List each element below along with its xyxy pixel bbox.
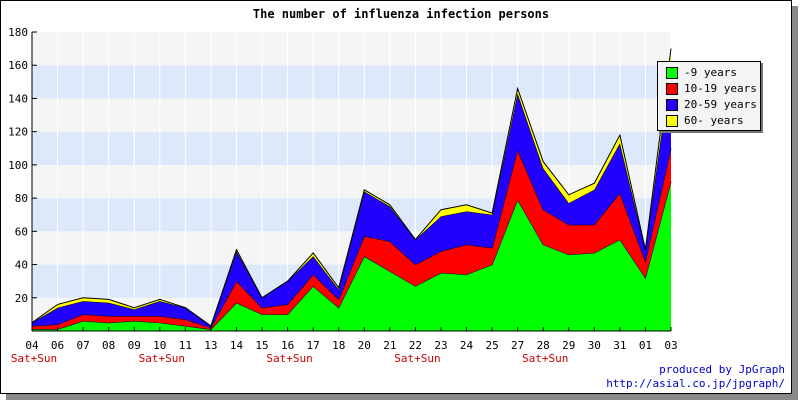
legend-item: 60- years — [666, 114, 744, 128]
grid-band — [32, 65, 671, 99]
x-tick-label: 22 — [409, 339, 422, 352]
legend-swatch — [666, 67, 678, 79]
credit: produced by JpGraph http://asial.co.jp/j… — [606, 363, 785, 391]
legend-label: 10-19 years — [684, 82, 757, 95]
x-tick-label: 17 — [307, 339, 320, 352]
x-tick-label: 31 — [613, 339, 626, 352]
legend-swatch — [666, 83, 678, 95]
y-tick-label: 160 — [8, 59, 28, 72]
x-tick-label: 16 — [281, 339, 294, 352]
x-tick-label: 08 — [102, 339, 115, 352]
weekend-label: Sat+Sun — [139, 352, 185, 365]
area-series-3 — [32, 65, 671, 328]
x-tick-label: 13 — [204, 339, 217, 352]
legend-label: 20-59 years — [684, 98, 757, 111]
legend-item: 20-59 years — [666, 98, 757, 112]
legend-label: -9 years — [684, 66, 737, 79]
x-tick-label: 30 — [588, 339, 601, 352]
x-tick-label: 06 — [51, 339, 64, 352]
legend-swatch — [666, 99, 678, 111]
weekend-label: Sat+Sun — [522, 352, 568, 365]
y-tick-label: 40 — [15, 259, 28, 272]
y-tick-label: 120 — [8, 126, 28, 139]
y-tick-label: 100 — [8, 159, 28, 172]
y-tick-label: 180 — [8, 26, 28, 39]
x-tick-label: 25 — [485, 339, 498, 352]
legend-item: -9 years — [666, 66, 737, 80]
x-tick-label: 23 — [434, 339, 447, 352]
weekend-label: Sat+Sun — [266, 352, 312, 365]
legend: -9 years 10-19 years 20-59 years 60- years — [657, 61, 761, 131]
grid-band — [32, 32, 671, 66]
area-chart: The number of influenza infection person… — [8, 7, 678, 365]
y-tick-label: 60 — [15, 225, 28, 238]
y-tick-label: 80 — [15, 192, 28, 205]
x-tick-label: 03 — [664, 339, 677, 352]
x-tick-label: 04 — [25, 339, 39, 352]
area-series-4-outline — [31, 48, 672, 327]
legend-label: 60- years — [684, 114, 744, 127]
x-tick-label: 29 — [562, 339, 575, 352]
x-tick-label: 24 — [460, 339, 474, 352]
x-tick-label: 14 — [230, 339, 244, 352]
credit-line-2: http://asial.co.jp/jpgraph/ — [606, 377, 785, 390]
chart-title: The number of influenza infection person… — [253, 7, 549, 21]
legend-swatch — [666, 115, 678, 127]
x-tick-label: 20 — [358, 339, 371, 352]
x-tick-label: 09 — [128, 339, 141, 352]
credit-line-1: produced by JpGraph — [659, 363, 785, 376]
area-series-1 — [32, 181, 671, 331]
x-tick-label: 27 — [511, 339, 524, 352]
legend-item: 10-19 years — [666, 82, 757, 96]
x-tick-label: 21 — [383, 339, 396, 352]
x-tick-label: 28 — [537, 339, 550, 352]
weekend-label: Sat+Sun — [11, 352, 57, 365]
y-tick-label: 140 — [8, 92, 28, 105]
area-series-2 — [32, 148, 671, 330]
y-tick-label: 20 — [15, 292, 28, 305]
x-tick-label: 10 — [153, 339, 166, 352]
grid-band — [32, 98, 671, 132]
x-tick-label: 07 — [76, 339, 89, 352]
weekend-label: Sat+Sun — [394, 352, 440, 365]
x-tick-label: 18 — [332, 339, 345, 352]
grid-band — [32, 131, 671, 165]
x-tick-label: 15 — [255, 339, 268, 352]
x-tick-label: 01 — [639, 339, 652, 352]
x-tick-label: 11 — [179, 339, 192, 352]
chart-frame: The number of influenza infection person… — [0, 0, 792, 394]
